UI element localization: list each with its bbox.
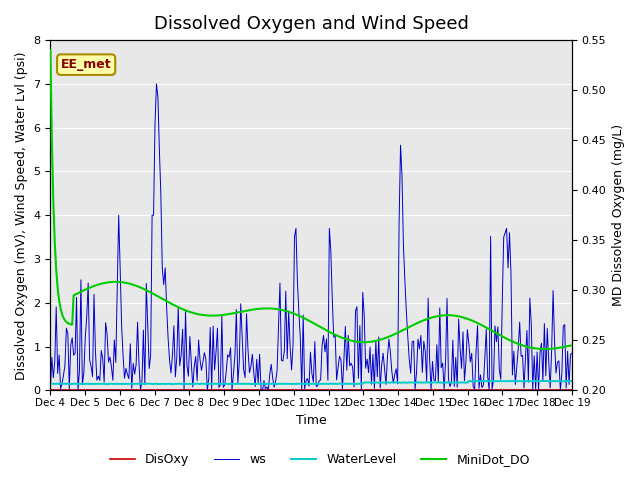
Text: EE_met: EE_met xyxy=(61,58,111,71)
Y-axis label: Dissolved Oxygen (mV), Wind Speed, Water Lvl (psi): Dissolved Oxygen (mV), Wind Speed, Water… xyxy=(15,51,28,380)
X-axis label: Time: Time xyxy=(296,414,326,427)
Legend: DisOxy, ws, WaterLevel, MiniDot_DO: DisOxy, ws, WaterLevel, MiniDot_DO xyxy=(105,448,535,471)
Y-axis label: MD Dissolved Oxygen (mg/L): MD Dissolved Oxygen (mg/L) xyxy=(612,124,625,306)
Title: Dissolved Oxygen and Wind Speed: Dissolved Oxygen and Wind Speed xyxy=(154,15,468,33)
